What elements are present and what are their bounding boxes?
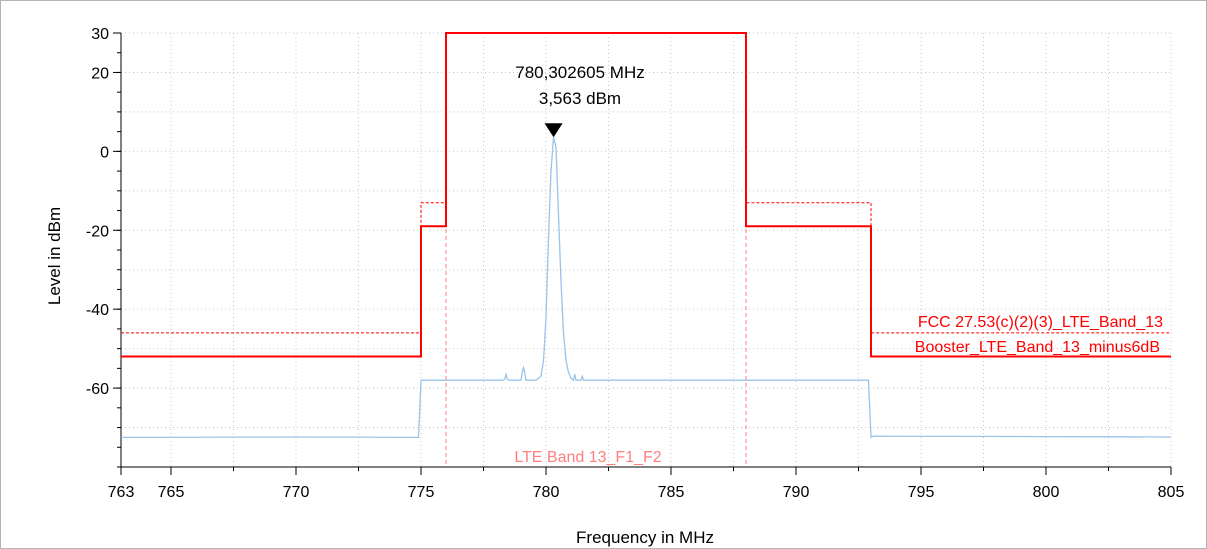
peak-frequency-label: 780,302605 MHz: [515, 63, 644, 82]
y-tick-label: -60: [86, 381, 109, 398]
booster-limit-label: Booster_LTE_Band_13_minus6dB: [915, 339, 1160, 356]
x-tick-label: 770: [283, 484, 310, 501]
y-tick-label: 20: [91, 65, 109, 82]
x-tick-label: 763: [108, 484, 135, 501]
fcc-limit-label: FCC 27.53(c)(2)(3)_LTE_Band_13: [918, 314, 1163, 331]
y-tick-label: 30: [91, 26, 109, 43]
peak-level-label: 3,563 dBm: [539, 89, 621, 108]
x-tick-label: 790: [783, 484, 810, 501]
x-tick-label: 785: [658, 484, 685, 501]
peak-marker: 780,302605 MHz 3,563 dBm: [515, 63, 645, 138]
x-axis-title: Frequency in MHz: [576, 528, 714, 547]
grid: [121, 32, 1172, 468]
series: [120, 32, 1172, 439]
x-tick-label: 795: [908, 484, 935, 501]
axes: 763 765 770 775 780 785 790 795 800 805 30 20 0 -20 -4…: [86, 26, 1185, 501]
y-tick-label: 0: [100, 144, 109, 161]
peak-marker-triangle: [544, 123, 563, 138]
y-axis-title: Level in dBm: [45, 207, 64, 305]
x-tick-label: 775: [408, 484, 435, 501]
y-tick-label: -20: [86, 223, 109, 240]
booster-limit-line: [121, 32, 1171, 334]
y-tick-label: -40: [86, 302, 109, 319]
x-tick-label: 780: [533, 484, 560, 501]
band-marker-label: LTE Band 13_F1_F2: [514, 449, 661, 466]
x-tick-label: 805: [1158, 484, 1185, 501]
limit-labels: FCC 27.53(c)(2)(3)_LTE_Band_13 Booster_LT…: [915, 314, 1163, 356]
x-tick-label: 800: [1033, 484, 1060, 501]
measurement-trace: [120, 137, 1172, 439]
x-tick-label: 765: [158, 484, 185, 501]
